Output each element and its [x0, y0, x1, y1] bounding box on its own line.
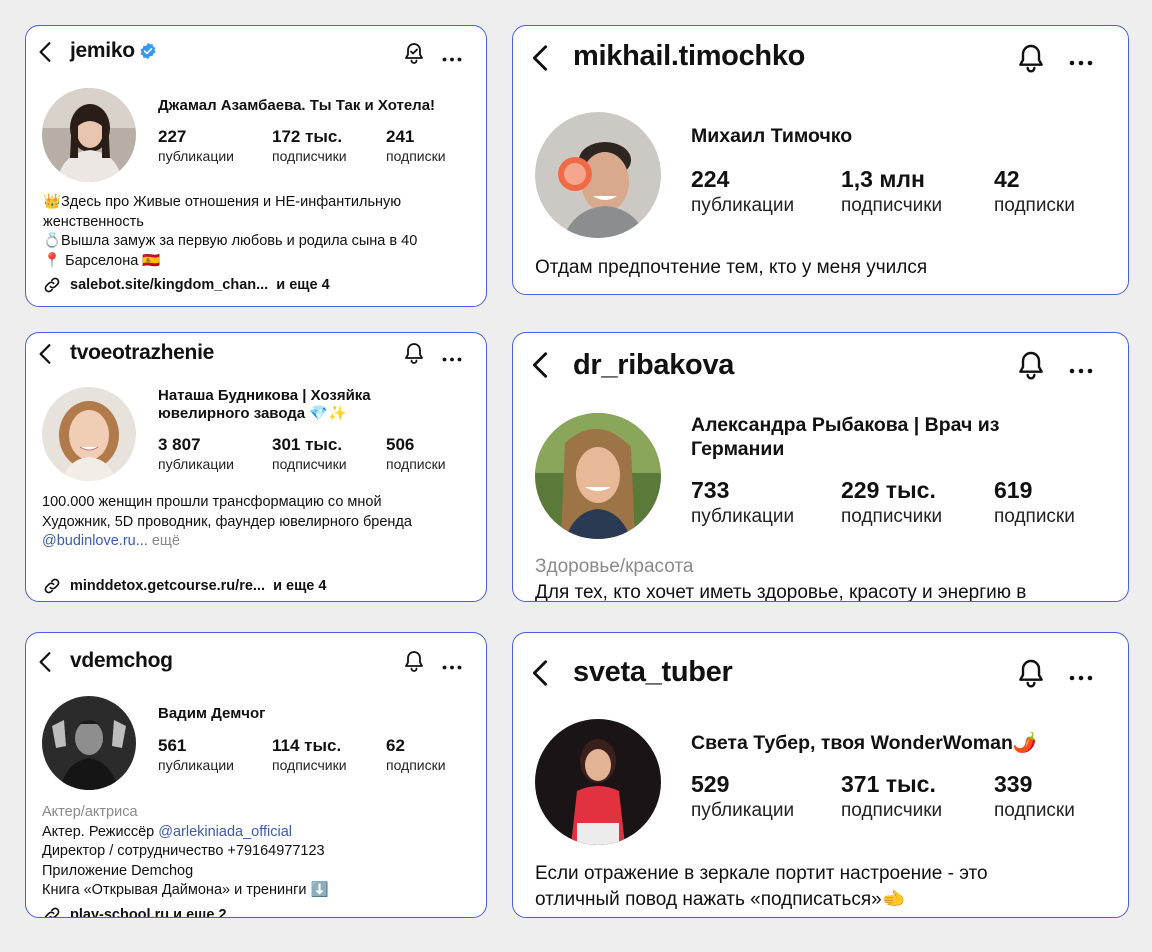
- bell-icon[interactable]: [402, 649, 426, 678]
- link-icon: [42, 275, 62, 295]
- stat-posts[interactable]: 733 публикации: [691, 477, 795, 527]
- more-icon[interactable]: [1069, 362, 1093, 380]
- profile-username: sveta_tuber: [573, 656, 733, 688]
- verified-icon: [140, 43, 156, 60]
- stat-followers[interactable]: 371 тыс. подписчики: [841, 771, 943, 821]
- more-icon[interactable]: [442, 350, 462, 368]
- stat-posts[interactable]: 529 публикации: [691, 771, 795, 821]
- bell-icon[interactable]: [402, 341, 426, 370]
- profile-bio: Здоровье/красота Для тех, кто хочет имет…: [535, 556, 1027, 602]
- profile-full-name: Света Тубер, твоя WonderWoman🌶️: [691, 732, 1038, 754]
- bell-icon[interactable]: [1015, 42, 1047, 79]
- profile-full-name: Михаил Тимочко: [691, 125, 853, 147]
- stat-followers[interactable]: 172 тыс. подписчики: [272, 127, 347, 164]
- stat-following[interactable]: 339 подписки: [994, 771, 1075, 821]
- bio-more-link[interactable]: ещё: [151, 533, 180, 549]
- avatar[interactable]: [42, 696, 136, 790]
- stat-posts[interactable]: 3 807 публикации: [158, 435, 234, 472]
- more-icon[interactable]: [442, 50, 462, 68]
- stat-following[interactable]: 62 подписки: [386, 736, 446, 773]
- profile-username: jemiko: [70, 39, 157, 63]
- bell-icon[interactable]: [1015, 349, 1047, 386]
- stat-posts[interactable]: 561 публикации: [158, 736, 234, 773]
- back-chevron-icon[interactable]: [531, 44, 549, 77]
- avatar[interactable]: [535, 719, 661, 845]
- profile-link[interactable]: salebot.site/kingdom_chan... и еще 4: [42, 275, 330, 295]
- profile-username: tvoeotrazhenie: [70, 341, 214, 364]
- profile-full-name: Вадим Демчог: [158, 705, 266, 722]
- profile-card-mikhail-timochko: mikhail.timochko Михаил Тимочко 224 публи…: [512, 25, 1129, 295]
- stat-posts[interactable]: 227 публикации: [158, 127, 234, 164]
- bell-icon[interactable]: [1015, 657, 1047, 694]
- profile-bio: Актер/актриса Актер. Режиссёр @arlekinia…: [42, 804, 329, 898]
- profile-full-name: Джамал Азамбаева. Ты Так и Хотела!: [158, 97, 436, 114]
- back-chevron-icon[interactable]: [38, 343, 52, 370]
- link-icon: [42, 576, 62, 596]
- more-icon[interactable]: [442, 658, 462, 676]
- profile-bio: Если отражение в зеркале портит настроен…: [535, 863, 988, 910]
- profile-bio: 100.000 женщин прошли трансформацию со м…: [42, 494, 412, 549]
- stat-followers[interactable]: 1,3 млн подписчики: [841, 166, 943, 216]
- avatar[interactable]: [42, 88, 136, 182]
- stat-followers[interactable]: 114 тыс. подписчики: [272, 736, 347, 773]
- bio-mention-link[interactable]: @budinlove.ru...: [42, 533, 148, 549]
- avatar[interactable]: [535, 413, 661, 539]
- profile-card-sveta-tuber: sveta_tuber Света Тубер, твоя WonderWoma…: [512, 632, 1129, 918]
- stat-posts[interactable]: 224 публикации: [691, 166, 795, 216]
- stat-following[interactable]: 506 подписки: [386, 435, 446, 472]
- more-icon[interactable]: [1069, 669, 1093, 687]
- bell-icon[interactable]: [402, 41, 426, 70]
- stat-following[interactable]: 619 подписки: [994, 477, 1075, 527]
- profile-card-jemiko: jemiko Джамал Азамбаева. Ты Так и Хотела…: [25, 25, 487, 307]
- stat-followers[interactable]: 229 тыс. подписчики: [841, 477, 943, 527]
- back-chevron-icon[interactable]: [38, 41, 52, 68]
- profile-username: mikhail.timochko: [573, 40, 806, 72]
- profile-bio: Отдам предпочтение тем, кто у меня училс…: [535, 257, 928, 278]
- profile-card-dr-ribakova: dr_ribakova Александра Рыбакова | Врач и…: [512, 332, 1129, 602]
- more-icon[interactable]: [1069, 54, 1093, 72]
- profile-full-name: Александра Рыбакова | Врач из Германии: [691, 414, 1000, 460]
- profile-username: vdemchog: [70, 649, 173, 672]
- stat-following[interactable]: 241 подписки: [386, 127, 446, 164]
- profile-full-name: Наташа Будникова | Хозяйка ювелирного за…: [158, 387, 371, 422]
- stat-following[interactable]: 42 подписки: [994, 166, 1075, 216]
- stat-followers[interactable]: 301 тыс. подписчики: [272, 435, 347, 472]
- back-chevron-icon[interactable]: [38, 651, 52, 678]
- profile-card-tvoeotrazhenie: tvoeotrazhenie Наташа Будникова | Хозяйк…: [25, 332, 487, 602]
- profile-link[interactable]: play-school.ru и еще 2: [42, 905, 227, 918]
- profile-category: Актер/актриса: [42, 804, 138, 820]
- back-chevron-icon[interactable]: [531, 659, 549, 692]
- profile-card-vdemchog: vdemchog Вадим Демчог 561 публикации 114 …: [25, 632, 487, 918]
- bio-mention-link[interactable]: @arlekiniada_official: [158, 823, 292, 840]
- avatar[interactable]: [42, 387, 136, 481]
- back-chevron-icon[interactable]: [531, 351, 549, 384]
- profile-link[interactable]: minddetox.getcourse.ru/re... и еще 4: [42, 576, 326, 596]
- profile-bio: 👑Здесь про Живые отношения и НЕ-инфантил…: [43, 194, 418, 269]
- link-icon: [42, 905, 62, 918]
- avatar[interactable]: [535, 112, 661, 238]
- profile-username: dr_ribakova: [573, 349, 735, 381]
- profile-category: Здоровье/красота: [535, 556, 694, 577]
